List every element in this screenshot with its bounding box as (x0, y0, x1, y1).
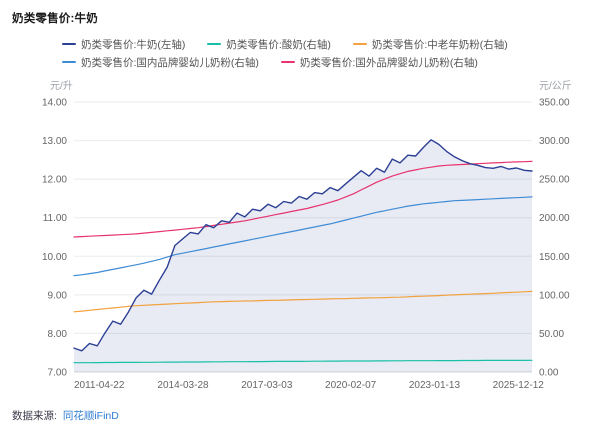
series-area-0 (74, 139, 532, 372)
series-line-0 (73, 139, 533, 352)
series-line-2 (73, 290, 533, 313)
legend-row: 奶类零售价:国内品牌婴幼儿奶粉(右轴) 奶类零售价:国外品牌婴幼儿奶粉(右轴) (62, 53, 588, 71)
left-axis-tick-label: 14.00 (42, 98, 67, 109)
legend-item[interactable]: 奶类零售价:酸奶(右轴) (207, 37, 331, 52)
legend-marker-icon (207, 43, 222, 45)
data-source-label: 数据来源: (12, 410, 57, 422)
legend-item[interactable]: 奶类零售价:牛奶(左轴) (62, 37, 185, 52)
left-axis-tick-label: 13.00 (42, 136, 67, 147)
left-axis-tick-label: 11.00 (43, 213, 68, 224)
left-axis-unit-label: 元/升 (50, 80, 73, 92)
series-line-1 (73, 359, 533, 364)
x-axis-tick-label: 2011-04-22 (74, 380, 125, 391)
data-source-link[interactable]: 同花顺iFinD (62, 410, 119, 422)
legend-item-label: 奶类零售价:中老年奶粉(右轴) (371, 38, 508, 51)
legend-item[interactable]: 奶类零售价:国外品牌婴幼儿奶粉(右轴) (280, 55, 478, 70)
legend-item-label: 奶类零售价:酸奶(右轴) (226, 38, 331, 51)
right-axis-tick-label: 200.00 (539, 213, 570, 224)
left-axis-tick-label: 10.00 (42, 252, 67, 263)
legend-row: 奶类零售价:牛奶(左轴) 奶类零售价:酸奶(右轴) 奶类零售价:中老年奶粉(右轴) (62, 35, 588, 53)
right-axis-tick-label: 0.00 (539, 368, 559, 379)
legend-marker-icon (280, 61, 295, 63)
legend-item[interactable]: 奶类零售价:国内品牌婴幼儿奶粉(右轴) (62, 55, 259, 70)
legend-item-label: 奶类零售价:国外品牌婴幼儿奶粉(右轴) (299, 56, 478, 69)
legend-item[interactable]: 奶类零售价:中老年奶粉(右轴) (352, 37, 508, 52)
legend-item-label: 奶类零售价:国内品牌婴幼儿奶粉(右轴) (81, 56, 259, 69)
left-axis-tick-label: 12.00 (42, 175, 67, 186)
right-axis-tick-label: 50.00 (539, 329, 564, 340)
right-axis-unit-label: 元/公斤 (539, 80, 572, 92)
series-line-3 (73, 196, 533, 277)
legend-marker-icon (62, 61, 76, 63)
right-axis-tick-label: 150.00 (539, 252, 570, 263)
right-axis-tick-label: 350.00 (539, 98, 570, 109)
chart-title: 奶类零售价:牛奶 (12, 13, 98, 25)
chart-canvas[interactable]: 14.00 13.00 12.00 11.00 10.00 9.00 8.00 7.00 350… (12, 76, 588, 400)
left-axis-tick-label: 7.00 (48, 368, 68, 379)
x-axis-tick-label: 2014-03-28 (157, 380, 209, 391)
right-axis-tick-label: 300.00 (539, 136, 570, 147)
x-axis-tick-label: 2023-01-13 (409, 380, 461, 391)
right-axis-tick-label: 250.00 (539, 175, 570, 186)
legend-marker-icon (62, 43, 76, 45)
left-axis-tick-label: 9.00 (48, 290, 68, 301)
x-axis-tick-label: 2020-02-07 (325, 380, 377, 391)
legend-item-label: 奶类零售价:牛奶(左轴) (81, 38, 186, 51)
x-axis-tick-label: 2025-12-12 (493, 380, 545, 391)
left-axis-tick-label: 8.00 (48, 329, 68, 340)
legend-marker-icon (352, 43, 367, 45)
x-axis-tick-label: 2017-03-03 (241, 380, 293, 391)
legend: 奶类零售价:牛奶(左轴) 奶类零售价:酸奶(右轴) 奶类零售价:中老年奶粉(右轴) 奶… (62, 35, 588, 71)
chart-area: 14.00 13.00 12.00 11.00 10.00 9.00 8.00 7.00 350… (12, 76, 588, 405)
series-line-4 (73, 160, 533, 238)
data-source: 数据来源: 同花顺iFinD (12, 408, 588, 423)
right-axis-tick-label: 100.00 (539, 290, 570, 301)
